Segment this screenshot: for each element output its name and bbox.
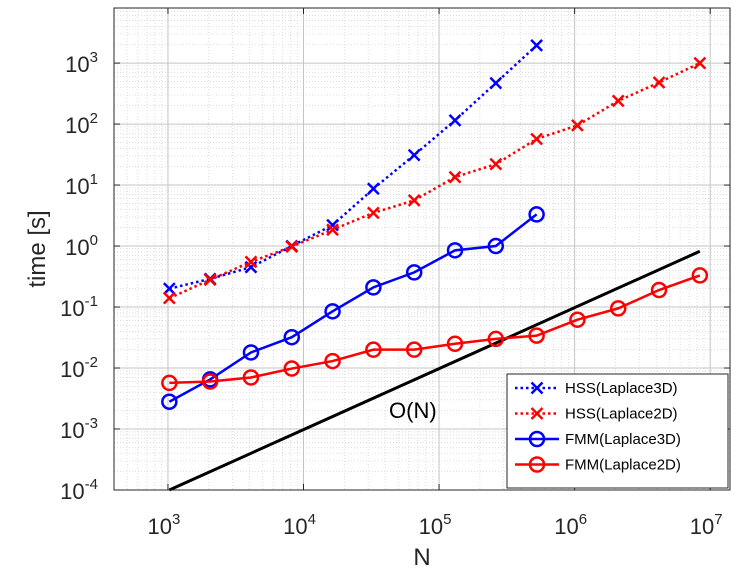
x-axis-title: N xyxy=(413,544,430,571)
data-point xyxy=(611,94,625,108)
data-point xyxy=(161,393,178,410)
data-point xyxy=(366,206,380,220)
data-point xyxy=(691,267,709,284)
reference-line-o-n xyxy=(168,249,701,492)
data-point xyxy=(324,303,341,320)
data-point xyxy=(405,264,423,281)
data-point xyxy=(448,113,462,127)
data-point xyxy=(244,260,258,274)
series-line xyxy=(169,44,538,290)
legend: HSS(Laplace3D) HSS(Laplace2D) FMM(Laplace3… xyxy=(506,373,729,489)
data-point xyxy=(161,374,178,392)
data-point xyxy=(489,157,503,171)
legend-entry: HSS(Laplace2D) xyxy=(515,406,678,423)
data-point xyxy=(365,341,382,358)
data-point xyxy=(405,341,423,358)
y-tick-label: 10-2 xyxy=(60,354,98,382)
data-point xyxy=(407,148,421,162)
legend-label: FMM(Laplace3D) xyxy=(565,431,681,448)
legend-swatch-marker xyxy=(528,430,546,448)
data-point xyxy=(448,170,462,184)
y-tick-label: 10-4 xyxy=(60,476,98,504)
legend-label: HSS(Laplace3D) xyxy=(565,380,678,397)
data-point xyxy=(201,373,219,390)
data-point xyxy=(242,344,260,361)
y-axis-title: time [s] xyxy=(24,210,51,287)
axis-ticks xyxy=(114,8,730,491)
y-tick-labels: 10-4 10-3 10-2 10-1 100 101 102 103 xyxy=(60,49,98,504)
series-line xyxy=(168,213,538,403)
y-tick-label: 103 xyxy=(65,49,98,77)
y-tick-label: 10-1 xyxy=(60,293,98,321)
data-point xyxy=(569,311,586,328)
legend-entry: FMM(Laplace2D) xyxy=(515,456,681,474)
y-tick-label: 10-3 xyxy=(60,415,98,443)
series-3 xyxy=(161,267,709,392)
x-tick-label: 104 xyxy=(283,511,316,539)
legend-entry: HSS(Laplace3D) xyxy=(515,380,678,397)
x-tick-label: 106 xyxy=(554,511,587,539)
data-point xyxy=(162,282,176,296)
data-point xyxy=(446,242,464,259)
data-point xyxy=(650,281,668,299)
legend-swatch-marker xyxy=(530,381,544,395)
series-1 xyxy=(162,56,707,305)
data-point xyxy=(324,352,341,370)
data-point xyxy=(693,56,707,70)
x-tick-labels: 103 104 105 106 107 xyxy=(148,511,723,539)
data-point xyxy=(487,330,505,348)
y-tick-label: 102 xyxy=(65,110,98,138)
data-point xyxy=(652,76,666,89)
data-point xyxy=(283,328,301,346)
data-point xyxy=(242,369,260,386)
data-point xyxy=(203,273,217,287)
data-point xyxy=(366,182,380,196)
legend-swatch-marker xyxy=(528,456,546,473)
data-point xyxy=(489,76,503,90)
data-point xyxy=(326,218,339,232)
data-point xyxy=(571,119,584,132)
legend-label: HSS(Laplace2D) xyxy=(565,406,678,423)
legend-label: FMM(Laplace2D) xyxy=(565,457,681,474)
data-point xyxy=(326,223,339,237)
data-point xyxy=(244,255,258,269)
data-point xyxy=(530,132,543,146)
data-point xyxy=(285,240,299,253)
x-tick-label: 103 xyxy=(148,511,181,539)
data-point xyxy=(530,39,543,52)
data-point xyxy=(528,327,545,344)
reference-line-label: O(N) xyxy=(389,398,437,423)
legend-entry: FMM(Laplace3D) xyxy=(515,430,681,448)
x-tick-label: 107 xyxy=(690,511,723,539)
series-2 xyxy=(161,206,545,410)
data-point xyxy=(162,291,176,305)
data-point xyxy=(528,206,545,223)
data-point xyxy=(446,335,464,353)
legend-swatch-marker xyxy=(530,407,544,420)
data-point xyxy=(407,194,421,207)
data-point xyxy=(487,237,505,255)
plot-frame xyxy=(113,7,731,491)
data-point xyxy=(283,360,301,377)
y-tick-label: 101 xyxy=(65,171,98,199)
series-layer xyxy=(161,39,709,410)
x-tick-label: 105 xyxy=(419,511,452,539)
y-tick-label: 100 xyxy=(65,232,98,260)
series-line xyxy=(168,61,701,300)
data-point xyxy=(609,300,627,317)
data-point xyxy=(365,279,382,296)
reference-line-layer xyxy=(168,249,701,492)
